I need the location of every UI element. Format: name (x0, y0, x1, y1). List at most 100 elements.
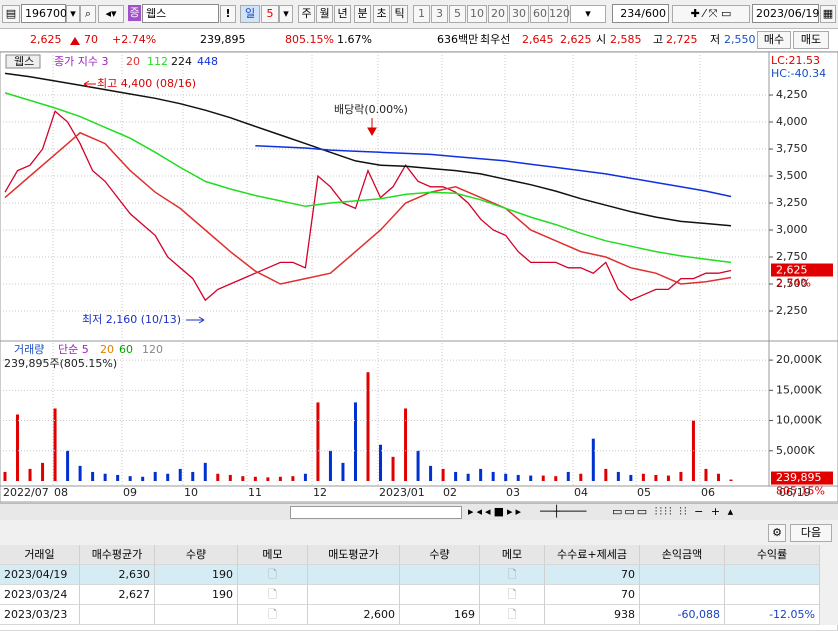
cell (640, 565, 725, 585)
period-count[interactable]: 5 (261, 5, 279, 23)
zoom-slider[interactable]: ──┼──── (540, 505, 587, 518)
column-header: 수수료+제세금 (545, 545, 640, 565)
chart-frame (0, 51, 838, 503)
volume-bar (203, 462, 207, 481)
name-input[interactable]: 웹스 (142, 4, 219, 23)
price-line (4, 110, 732, 302)
interval-button[interactable]: 10 (467, 5, 487, 23)
search-button[interactable]: ⌕ (80, 5, 96, 23)
interval-button[interactable]: 30 (509, 5, 529, 23)
volume-bar (16, 414, 20, 481)
date-label: 06 (701, 486, 715, 499)
volume-bar (604, 468, 608, 481)
interval-button[interactable]: 1 (413, 5, 430, 23)
period-button[interactable]: 년 (334, 5, 351, 23)
code-input[interactable]: 196700 (21, 4, 67, 23)
memo-icon[interactable]: 🗋 (238, 565, 308, 585)
count-input[interactable]: 234/600 (612, 4, 669, 23)
volume-bar (303, 473, 307, 481)
hc-label: HC:-40.34 (771, 67, 826, 80)
date-label: 2022/07 (3, 486, 49, 499)
date-label: 09 (123, 486, 137, 499)
chart-tools[interactable]: ▭▭▭ ⫶⫶⫶⫶ ⫶⫶ − + ▴ (612, 505, 736, 518)
y-tick-label: 20,000K (776, 353, 822, 366)
volume-bar (28, 468, 32, 481)
volume-bar (729, 479, 733, 481)
menu-icon[interactable]: ▤ (2, 5, 20, 23)
column-header: 매도평균가 (308, 545, 400, 565)
y-tick-label: 3,000 (776, 223, 808, 236)
next-button[interactable]: 다음 (790, 524, 832, 542)
settings-button[interactable]: ⚙ (768, 524, 786, 542)
dropdown[interactable]: ▾ (279, 5, 293, 23)
tool-icons[interactable]: ✚ ⁄ ⤧ ▭ (672, 5, 750, 23)
last-volume-ratio: 805.15% (776, 485, 825, 498)
interval-button[interactable]: 60 (530, 5, 550, 23)
interval-button[interactable]: 5 (449, 5, 466, 23)
memo-icon[interactable]: 🗋 (238, 585, 308, 605)
volume-bar (241, 476, 245, 481)
price-line (4, 131, 732, 285)
volume-bar (216, 473, 220, 481)
play-controls[interactable]: ▸◂◂■▸▸ (468, 505, 525, 518)
period-button[interactable]: 주 (298, 5, 315, 23)
interval-button[interactable]: 3 (431, 5, 448, 23)
period-button[interactable]: 일 (240, 5, 260, 23)
volume-bar (3, 471, 7, 481)
row-stub (0, 625, 838, 631)
cell (308, 585, 400, 605)
volume-bar (266, 477, 270, 481)
ma-period: 60 (119, 343, 133, 356)
date-label: 10 (184, 486, 198, 499)
volume-bar (504, 473, 508, 481)
period-button[interactable]: 초 (373, 5, 390, 23)
y-tick-label: 10,000K (776, 414, 822, 427)
interval-button[interactable]: 20 (488, 5, 508, 23)
price-line (4, 92, 732, 264)
y-tick-label: 3,250 (776, 196, 808, 209)
cell-fee: 938 (545, 605, 640, 625)
select-box[interactable]: ▾ (570, 5, 606, 23)
ma-period: 120 (142, 343, 163, 356)
volume-bar (454, 471, 458, 481)
volume-bar (391, 456, 395, 481)
period-button[interactable]: 분 (354, 5, 371, 23)
ma-label: 단순 5 (58, 343, 89, 356)
period-button[interactable]: 월 (316, 5, 333, 23)
buy-button[interactable]: 매수 (757, 31, 791, 49)
cell-buy-avg: 2,627 (80, 585, 155, 605)
last-price-box (771, 263, 833, 277)
scroll-thumb[interactable] (290, 506, 462, 519)
last-volume-box (771, 471, 833, 485)
sell-button[interactable]: 매도 (793, 31, 829, 49)
memo-icon[interactable]: 🗋 (238, 605, 308, 625)
memo-icon[interactable]: 🗋 (480, 565, 545, 585)
legend-entry: 종가 지수 3 (54, 55, 108, 68)
lc-label: LC:21.53 (771, 54, 820, 67)
sound-button[interactable]: ◂▾ (98, 5, 124, 23)
interval-button[interactable]: 120 (548, 5, 570, 23)
period-button[interactable]: 틱 (391, 5, 408, 23)
low-arrow (186, 316, 205, 324)
volume-bar (429, 465, 433, 481)
date-input[interactable]: 2023/06/19 (752, 4, 819, 23)
cell-date: 2023/04/19 (0, 565, 80, 585)
volume-bar (629, 474, 633, 481)
volume-bar (491, 471, 495, 481)
volume-bar (479, 468, 483, 481)
dividend-annotation: 배당락(0.00%) (334, 103, 408, 116)
column-header: 손익금액 (640, 545, 725, 565)
calendar-button[interactable]: ▦ (820, 5, 836, 23)
memo-icon[interactable]: 🗋 (480, 605, 545, 625)
volume-bar (328, 450, 332, 481)
alert-button[interactable]: ! (220, 5, 236, 23)
dropdown[interactable]: ▾ (66, 5, 80, 23)
volume-bar (466, 473, 470, 481)
y-tick-label: 4,000 (776, 115, 808, 128)
y-tick-label: 2,250 (776, 304, 808, 317)
volume-bar (379, 444, 383, 481)
date-label: 04 (574, 486, 588, 499)
memo-icon[interactable]: 🗋 (480, 585, 545, 605)
scrollbar[interactable]: ▸◂◂■▸▸ ──┼──── ▭▭▭ ⫶⫶⫶⫶ ⫶⫶ − + ▴ (0, 503, 838, 520)
volume-bar (291, 476, 295, 481)
